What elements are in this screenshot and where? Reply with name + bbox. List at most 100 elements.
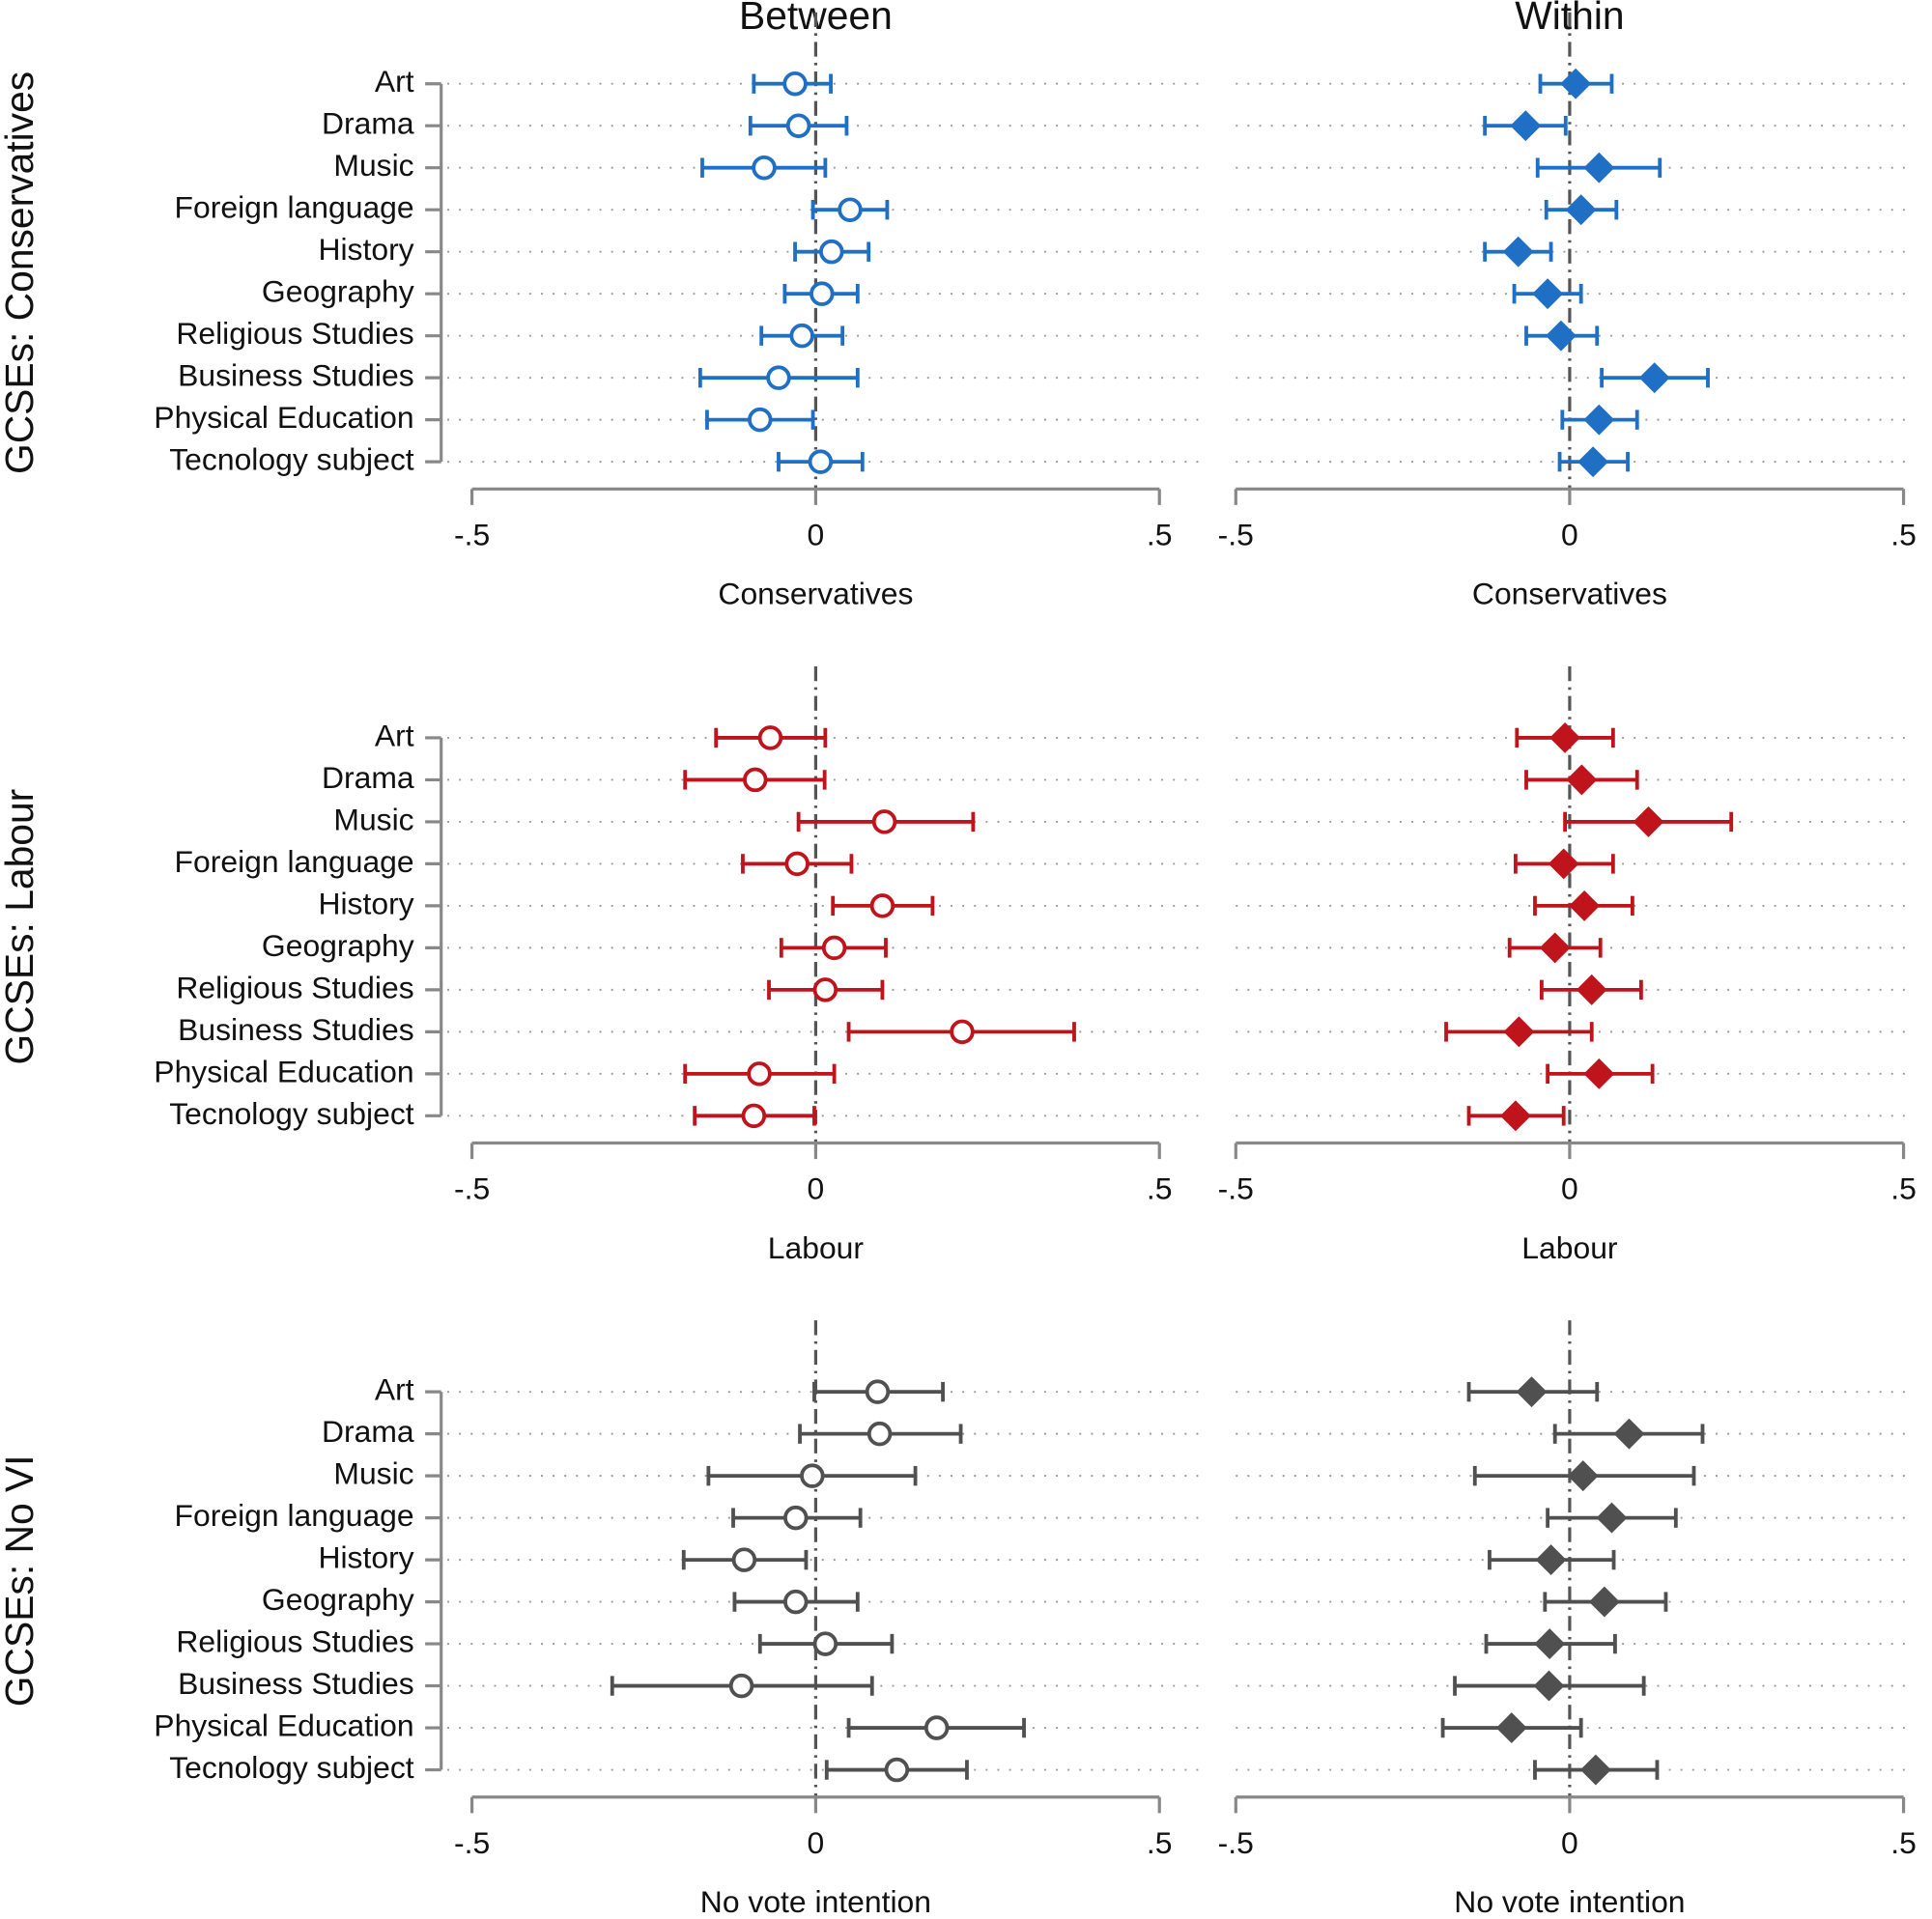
- point-estimate: [766, 365, 791, 390]
- point-estimate: [783, 1589, 809, 1615]
- point-estimate: [1583, 404, 1615, 436]
- point-estimate: [1516, 1376, 1548, 1408]
- category-label: Foreign language: [175, 1498, 414, 1533]
- point-estimate: [747, 1061, 772, 1086]
- point-estimate: [1503, 1016, 1535, 1048]
- x-axis-title: Conservatives: [718, 577, 913, 611]
- category-label: Physical Education: [154, 400, 413, 435]
- point-estimate: [1548, 848, 1579, 880]
- y-axis-title: GCSEs: No VI: [0, 1454, 42, 1707]
- category-label: History: [318, 1540, 413, 1575]
- point-estimate: [871, 809, 897, 834]
- category-label: Music: [333, 802, 413, 836]
- x-axis-title: Conservatives: [1472, 577, 1667, 611]
- category-label: Physical Education: [154, 1054, 413, 1088]
- point-estimate: [743, 767, 768, 793]
- point-estimate: [869, 893, 895, 918]
- x-tick-label: -.5: [1218, 1825, 1254, 1860]
- point-estimate: [923, 1715, 950, 1740]
- point-estimate: [1510, 110, 1542, 142]
- point-estimate: [741, 1103, 767, 1129]
- category-label: History: [318, 886, 413, 920]
- category-label: Foreign language: [175, 844, 414, 879]
- point-estimate: [865, 1379, 891, 1404]
- point-estimate: [1549, 721, 1581, 753]
- y-axis-title: GCSEs: Conservatives: [0, 71, 42, 474]
- x-axis-title: No vote intention: [700, 1884, 931, 1919]
- point-estimate: [1583, 1058, 1615, 1089]
- category-label: Religious Studies: [176, 1624, 413, 1659]
- category-label: Religious Studies: [176, 970, 413, 1004]
- point-estimate: [812, 1631, 838, 1656]
- x-tick-label: -.5: [454, 1825, 490, 1860]
- point-estimate: [1499, 1100, 1531, 1132]
- point-estimate: [1532, 278, 1564, 310]
- category-label: Drama: [322, 106, 414, 141]
- category-label: Art: [375, 1372, 414, 1407]
- category-label: Art: [375, 64, 414, 99]
- x-tick-label: -.5: [1218, 1171, 1254, 1206]
- point-estimate: [808, 449, 834, 474]
- point-estimate: [1495, 1712, 1527, 1744]
- category-label: Business Studies: [178, 1666, 414, 1701]
- category-label: Music: [333, 1456, 413, 1491]
- category-label: Religious Studies: [176, 316, 413, 351]
- x-tick-label: .5: [1147, 517, 1173, 551]
- category-label: Geography: [262, 274, 414, 309]
- point-estimate: [1569, 889, 1601, 921]
- point-estimate: [810, 281, 835, 306]
- point-estimate: [1576, 974, 1607, 1005]
- point-estimate: [838, 197, 863, 222]
- point-estimate: [748, 407, 773, 433]
- point-estimate: [821, 935, 847, 961]
- point-estimate: [782, 71, 808, 97]
- x-tick-label: 0: [1561, 1171, 1578, 1206]
- x-tick-label: .5: [1890, 517, 1917, 551]
- x-axis-title: No vote intention: [1454, 1884, 1685, 1919]
- point-estimate: [1533, 1670, 1565, 1702]
- x-tick-label: -.5: [454, 1171, 490, 1206]
- point-estimate: [785, 113, 811, 138]
- point-estimate: [1502, 236, 1534, 268]
- point-estimate: [731, 1547, 757, 1572]
- category-label: Art: [375, 718, 414, 752]
- category-label: Business Studies: [178, 1012, 414, 1047]
- point-estimate: [1560, 68, 1592, 99]
- point-estimate: [1545, 320, 1577, 352]
- point-estimate: [783, 1505, 809, 1531]
- x-tick-label: 0: [1561, 1825, 1578, 1860]
- point-estimate: [812, 977, 838, 1002]
- category-label: Business Studies: [178, 358, 414, 393]
- point-estimate: [1583, 152, 1615, 183]
- point-estimate: [1613, 1418, 1645, 1450]
- point-estimate: [1566, 764, 1598, 796]
- point-estimate: [789, 323, 814, 349]
- point-estimate: [1596, 1502, 1628, 1534]
- x-tick-label: .5: [1147, 1171, 1173, 1206]
- x-axis-title: Labour: [768, 1230, 865, 1265]
- point-estimate: [757, 725, 783, 750]
- point-estimate: [1633, 805, 1664, 837]
- point-estimate: [728, 1673, 754, 1699]
- category-label: Tecnology subject: [169, 442, 414, 477]
- point-estimate: [1565, 194, 1597, 226]
- point-estimate: [1535, 1544, 1567, 1576]
- point-estimate: [819, 239, 844, 265]
- category-label: Physical Education: [154, 1707, 413, 1742]
- point-estimate: [950, 1019, 975, 1045]
- category-label: Drama: [322, 760, 414, 795]
- category-label: Foreign language: [175, 190, 414, 225]
- point-estimate: [867, 1421, 893, 1447]
- category-label: Geography: [262, 928, 414, 963]
- point-estimate: [784, 851, 810, 877]
- x-tick-label: .5: [1890, 1171, 1917, 1206]
- point-estimate: [884, 1757, 910, 1783]
- category-label: Tecnology subject: [169, 1096, 414, 1131]
- point-estimate: [1579, 1754, 1611, 1786]
- point-estimate: [752, 155, 777, 181]
- x-axis-title: Labour: [1521, 1230, 1618, 1265]
- point-estimate: [1534, 1628, 1566, 1660]
- category-label: Tecnology subject: [169, 1750, 414, 1785]
- category-label: History: [318, 232, 413, 267]
